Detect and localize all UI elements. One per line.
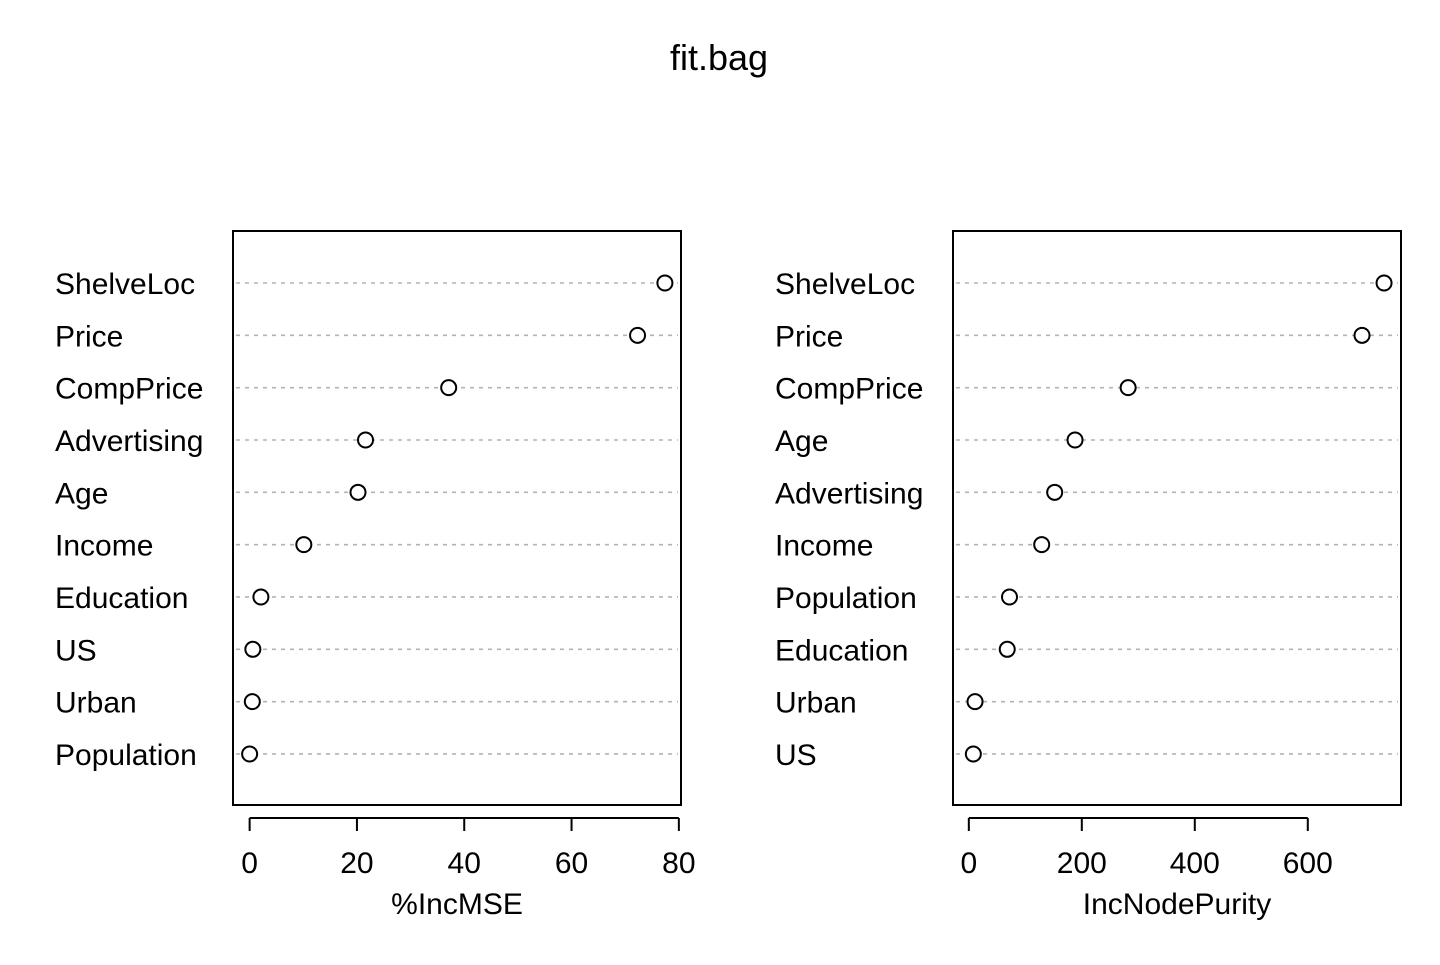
data-point: [966, 693, 984, 711]
data-point: [243, 693, 261, 711]
category-label: Price: [55, 320, 123, 353]
data-point: [295, 536, 313, 554]
category-label: Education: [775, 634, 908, 667]
x-tick-label: 40: [448, 847, 481, 880]
data-point: [252, 588, 270, 606]
category-label: Education: [55, 582, 188, 615]
category-label: US: [775, 739, 817, 772]
data-point: [1000, 588, 1018, 606]
plot-frame: [952, 230, 1402, 806]
data-point: [1046, 483, 1064, 501]
data-point: [440, 379, 458, 397]
data-point: [349, 483, 367, 501]
x-tick-label: 0: [960, 847, 977, 880]
x-axis-title: %IncMSE: [391, 888, 523, 921]
category-label: Income: [55, 530, 153, 563]
x-tick-label: 200: [1057, 847, 1107, 880]
category-label: Advertising: [55, 425, 203, 458]
category-label: Income: [775, 530, 873, 563]
x-tick-label: 20: [340, 847, 373, 880]
category-label: Advertising: [775, 477, 923, 510]
x-tick-label: 0: [241, 847, 258, 880]
panel-incnodepurity: ShelveLoc Price CompPrice Age Advertising Inc…: [775, 230, 1402, 921]
category-label: Age: [775, 425, 828, 458]
data-point: [998, 640, 1016, 658]
category-label: Population: [775, 582, 917, 615]
category-label: Price: [775, 320, 843, 353]
category-label: ShelveLoc: [775, 268, 915, 301]
data-point: [1119, 379, 1137, 397]
category-label: US: [55, 634, 97, 667]
x-axis-title: IncNodePurity: [1083, 888, 1271, 921]
data-point: [1353, 326, 1371, 344]
data-point: [244, 640, 262, 658]
category-label: Urban: [775, 687, 857, 720]
category-label: Age: [55, 477, 108, 510]
chart-title: fit.bag: [670, 37, 768, 78]
data-point: [1066, 431, 1084, 449]
category-label: CompPrice: [775, 373, 923, 406]
data-point: [1033, 536, 1051, 554]
category-label: ShelveLoc: [55, 268, 195, 301]
data-point: [629, 326, 647, 344]
category-label: CompPrice: [55, 373, 203, 406]
x-tick-label: 400: [1170, 847, 1220, 880]
data-point: [1375, 274, 1393, 292]
data-point: [964, 745, 982, 763]
data-point: [357, 431, 375, 449]
data-point: [241, 745, 259, 763]
panel-incmse: ShelveLoc Price CompPrice Advertising Age Inc…: [55, 230, 696, 921]
data-point: [656, 274, 674, 292]
category-label: Urban: [55, 687, 137, 720]
x-tick-label: 80: [662, 847, 695, 880]
x-tick-label: 60: [555, 847, 588, 880]
category-label: Population: [55, 739, 197, 772]
x-tick-label: 600: [1283, 847, 1333, 880]
plot-frame: [232, 230, 682, 806]
